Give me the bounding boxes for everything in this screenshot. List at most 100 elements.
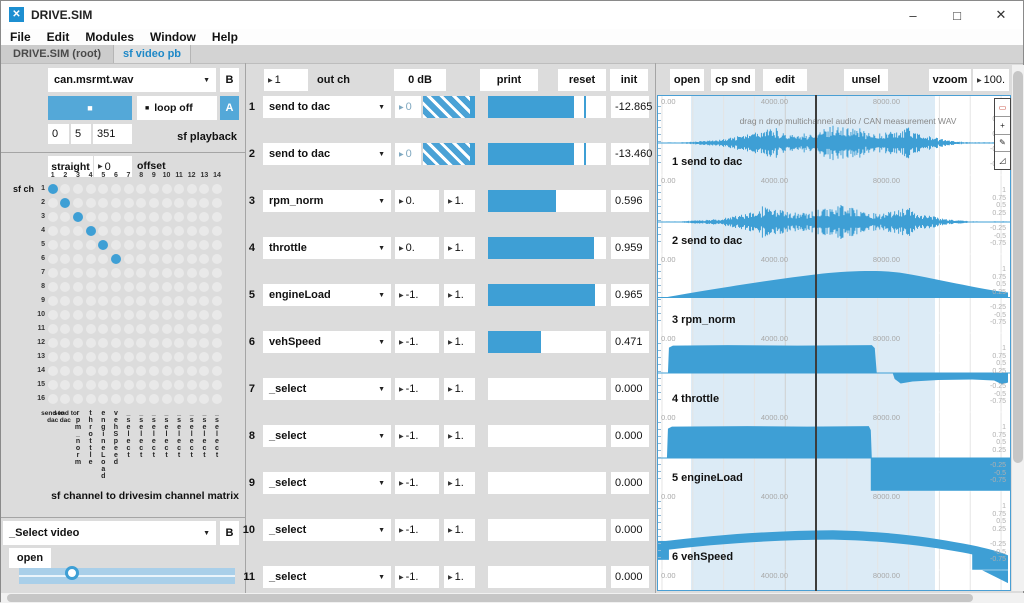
matrix-cell-7-7[interactable] [123, 268, 134, 278]
matrix-cell-2-12[interactable] [186, 198, 197, 208]
matrix-cell-2-9[interactable] [148, 198, 159, 208]
matrix-cell-14-6[interactable] [110, 366, 121, 376]
matrix-cell-5-10[interactable] [161, 240, 172, 250]
channel-level-meter[interactable] [488, 425, 606, 447]
matrix-cell-5-11[interactable] [174, 240, 185, 250]
matrix-cell-11-8[interactable] [136, 324, 147, 334]
matrix-cell-4-2[interactable] [60, 226, 71, 236]
matrix-cell-15-3[interactable] [73, 380, 83, 390]
channel-max-field[interactable]: ▶ 1. [444, 378, 475, 400]
matrix-cell-15-6[interactable] [110, 380, 121, 390]
out-ch-field[interactable]: ▶ 1 [264, 69, 308, 91]
matrix-cell-1-3[interactable] [73, 184, 83, 194]
matrix-cell-9-9[interactable] [148, 296, 159, 306]
matrix-cell-8-13[interactable] [199, 282, 210, 292]
record-tool-icon[interactable]: ▭ [995, 99, 1010, 117]
matrix-cell-9-6[interactable] [110, 296, 121, 306]
matrix-cell-3-3[interactable] [73, 212, 83, 222]
matrix-cell-10-13[interactable] [199, 310, 210, 320]
matrix-cell-11-7[interactable] [123, 324, 134, 334]
matrix-cell-1-10[interactable] [161, 184, 172, 194]
waveform-display[interactable]: 0.00 4000.00 8000.00 1 0.75 0.5 0.25 -0.25 -… [657, 95, 1011, 591]
channel-max-field[interactable]: ▶ 1. [444, 519, 475, 541]
matrix-cell-15-14[interactable] [212, 380, 222, 390]
matrix-cell-5-13[interactable] [199, 240, 210, 250]
channel-max-field[interactable]: ▶ 1. [444, 237, 475, 259]
matrix-cell-13-6[interactable] [110, 352, 121, 362]
matrix-cell-12-4[interactable] [85, 338, 96, 348]
menu-item-edit[interactable]: Edit [46, 30, 70, 44]
channel-min-field[interactable]: ▶ -1. [395, 425, 439, 447]
channel-level-meter[interactable] [488, 284, 606, 306]
channel-value-field[interactable]: 0.965 [611, 284, 649, 306]
matrix-cell-14-11[interactable] [174, 366, 185, 376]
soundfile-dropdown[interactable]: can.msrmt.wav ▼ [48, 68, 216, 92]
matrix-cell-11-4[interactable] [85, 324, 96, 334]
channel-max-field[interactable]: ▶ 1. [444, 425, 475, 447]
matrix-cell-8-4[interactable] [85, 282, 96, 292]
matrix-cell-16-3[interactable] [73, 394, 83, 404]
matrix-cell-13-13[interactable] [199, 352, 210, 362]
matrix-cell-12-3[interactable] [73, 338, 83, 348]
matrix-cell-9-4[interactable] [85, 296, 96, 306]
matrix-cell-12-7[interactable] [123, 338, 134, 348]
matrix-cell-2-13[interactable] [199, 198, 210, 208]
channel-value-field[interactable]: 0.471 [611, 331, 649, 353]
matrix-cell-4-6[interactable] [110, 226, 121, 236]
init-button[interactable]: init [610, 69, 648, 91]
channel-value-field[interactable]: 0.000 [611, 425, 649, 447]
matrix-cell-2-1[interactable] [47, 198, 58, 208]
pan-control[interactable] [423, 143, 470, 165]
matrix-cell-12-13[interactable] [199, 338, 210, 348]
matrix-cell-7-12[interactable] [186, 268, 197, 278]
matrix-cell-16-2[interactable] [60, 394, 71, 404]
matrix-cell-3-4[interactable] [85, 212, 96, 222]
matrix-cell-8-9[interactable] [148, 282, 159, 292]
channel-level-meter[interactable] [488, 96, 606, 118]
channel-value-field[interactable]: -12.865 [611, 96, 652, 118]
channel-max-field[interactable]: ▶ 1. [444, 331, 475, 353]
channel-max-field[interactable]: ▶ 1. [444, 566, 475, 588]
matrix-cell-3-12[interactable] [186, 212, 197, 222]
channel-value-field[interactable]: 0.596 [611, 190, 649, 212]
video-open-button[interactable]: open [9, 548, 51, 568]
matrix-cell-4-4[interactable] [85, 226, 96, 236]
matrix-cell-11-2[interactable] [60, 324, 71, 334]
matrix-cell-3-14[interactable] [212, 212, 222, 222]
matrix-cell-16-1[interactable] [47, 394, 58, 404]
matrix-cell-14-12[interactable] [186, 366, 197, 376]
channel-source-dropdown[interactable]: _select ▼ [263, 425, 391, 447]
unsel-button[interactable]: unsel [844, 69, 888, 91]
video-position-slider[interactable] [19, 568, 235, 584]
matrix-cell-16-13[interactable] [199, 394, 210, 404]
matrix-cell-13-3[interactable] [73, 352, 83, 362]
channel-value-field[interactable]: 0.000 [611, 472, 649, 494]
matrix-cell-11-11[interactable] [174, 324, 185, 334]
matrix-cell-5-6[interactable] [110, 240, 121, 250]
matrix-cell-8-3[interactable] [73, 282, 83, 292]
stop-button[interactable]: ■ [48, 96, 132, 120]
matrix-cell-1-8[interactable] [136, 184, 147, 194]
matrix-cell-13-5[interactable] [98, 352, 109, 362]
matrix-cell-1-11[interactable] [174, 184, 185, 194]
matrix-cell-8-6[interactable] [110, 282, 121, 292]
wave-track-2[interactable]: 0.00 4000.00 8000.00 1 0.75 0.5 0.25 -0.25 -… [658, 175, 1010, 255]
matrix-cell-3-5[interactable] [98, 212, 109, 222]
matrix-cell-13-2[interactable] [60, 352, 71, 362]
matrix-cell-11-13[interactable] [199, 324, 210, 334]
matrix-cell-2-4[interactable] [85, 198, 96, 208]
matrix-cell-7-6[interactable] [110, 268, 121, 278]
matrix-cell-15-1[interactable] [47, 380, 58, 390]
matrix-cell-6-11[interactable] [174, 254, 185, 264]
matrix-cell-3-11[interactable] [174, 212, 185, 222]
matrix-cell-8-2[interactable] [60, 282, 71, 292]
matrix-cell-14-14[interactable] [212, 366, 222, 376]
matrix-cell-16-9[interactable] [148, 394, 159, 404]
channel-level-meter[interactable] [488, 566, 606, 588]
matrix-cell-11-1[interactable] [47, 324, 58, 334]
matrix-cell-12-14[interactable] [212, 338, 222, 348]
matrix-cell-16-6[interactable] [110, 394, 121, 404]
matrix-cell-7-10[interactable] [161, 268, 172, 278]
matrix-cell-11-9[interactable] [148, 324, 159, 334]
wave-track-5[interactable]: 0.00 4000.00 8000.00 1 0.75 0.5 0.25 -0.25 -… [658, 412, 1010, 492]
